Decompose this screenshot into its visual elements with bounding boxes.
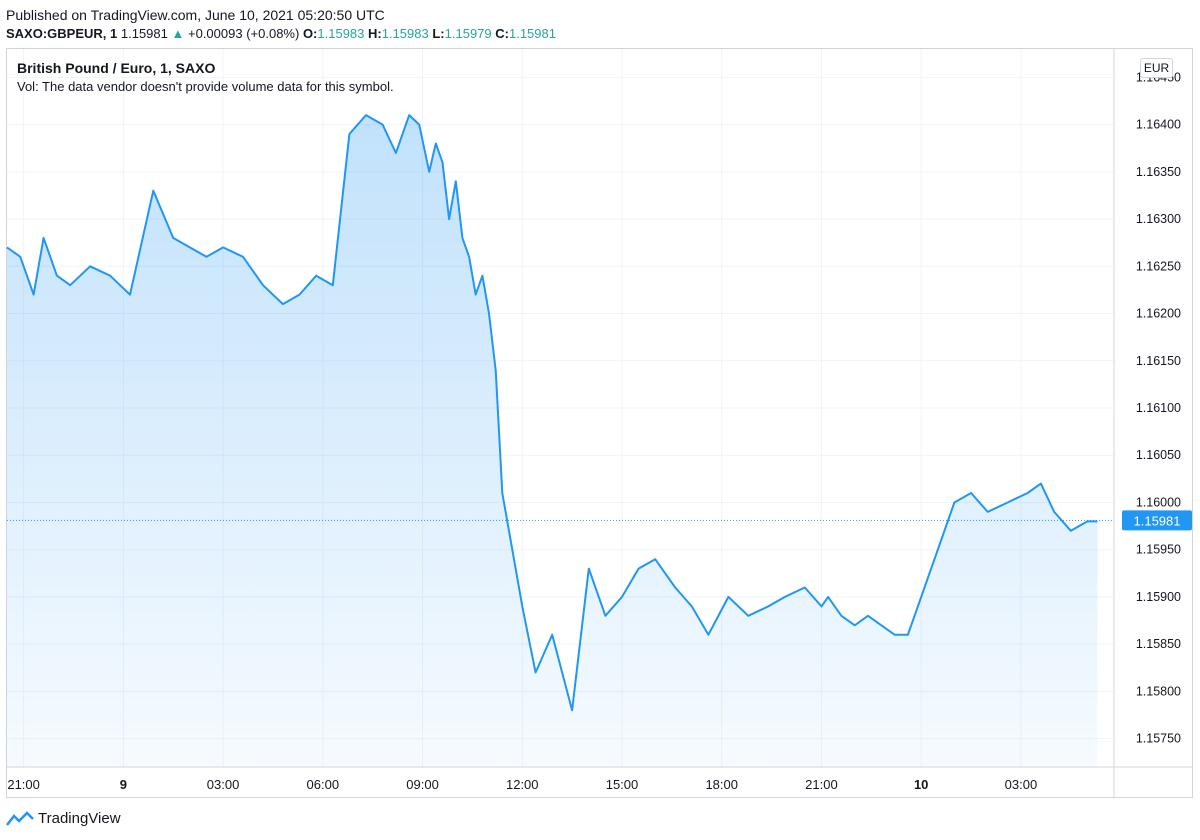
y-tick-label: 1.16000	[1136, 495, 1181, 509]
x-tick-label: 12:00	[506, 777, 539, 792]
low-value: 1.15979	[444, 26, 492, 41]
up-arrow-icon: ▲	[171, 26, 185, 41]
open-value: 1.15983	[317, 26, 365, 41]
chart-frame	[6, 48, 1193, 798]
y-tick-label: 1.16150	[1136, 354, 1181, 368]
published-note: Published on TradingView.com, June 10, 2…	[6, 7, 385, 23]
chart-title: British Pound / Euro, 1, SAXO	[17, 60, 216, 76]
last-price: 1.15981	[120, 26, 168, 41]
brand-name: TradingView	[38, 810, 121, 827]
tradingview-logo[interactable]: TradingView	[6, 810, 121, 827]
x-tick-label: 10	[914, 777, 928, 792]
x-tick-label: 06:00	[307, 777, 340, 792]
volume-note: Vol: The data vendor doesn't provide vol…	[17, 79, 394, 94]
price-change: +0.00093 (+0.08%)	[188, 26, 300, 41]
y-tick-label: 1.16100	[1136, 401, 1181, 415]
high-value: 1.15983	[381, 26, 429, 41]
price-area	[7, 115, 1098, 768]
y-tick-label: 1.16300	[1136, 212, 1181, 226]
y-tick-label: 1.15900	[1136, 590, 1181, 604]
tradingview-logo-icon	[6, 810, 34, 826]
last-price-tag	[1122, 510, 1192, 531]
y-tick-label: 1.16350	[1136, 165, 1181, 179]
y-tick-label: 1.15800	[1136, 684, 1181, 698]
y-tick-label: 1.16050	[1136, 448, 1181, 462]
currency-badge[interactable]: EUR	[1140, 58, 1173, 78]
y-tick-label: 1.15850	[1136, 637, 1181, 651]
x-tick-label: 21:00	[7, 777, 40, 792]
close-value: 1.15981	[508, 26, 556, 41]
x-tick-label: 21:00	[805, 777, 838, 792]
x-tick-label: 9	[120, 777, 127, 792]
low-label: L:	[432, 26, 445, 41]
y-tick-label: 1.16200	[1136, 307, 1181, 321]
y-tick-label: 1.15750	[1136, 732, 1181, 746]
symbol-label: SAXO:GBPEUR, 1	[6, 26, 118, 41]
x-tick-label: 03:00	[1005, 777, 1038, 792]
y-tick-label: 1.15950	[1136, 543, 1181, 557]
close-label: C:	[495, 26, 509, 41]
last-price-tag-label: 1.15981	[1134, 513, 1181, 528]
ohlc-legend: SAXO:GBPEUR, 1 1.15981 ▲ +0.00093 (+0.08…	[6, 26, 556, 41]
x-tick-label: 15:00	[606, 777, 639, 792]
y-tick-label: 1.16250	[1136, 259, 1181, 273]
x-tick-label: 18:00	[705, 777, 738, 792]
high-label: H:	[368, 26, 382, 41]
x-tick-label: 09:00	[406, 777, 439, 792]
x-tick-label: 03:00	[207, 777, 240, 792]
price-line	[6, 114, 1098, 712]
y-tick-label: 1.16400	[1136, 118, 1181, 132]
open-label: O:	[302, 26, 318, 41]
